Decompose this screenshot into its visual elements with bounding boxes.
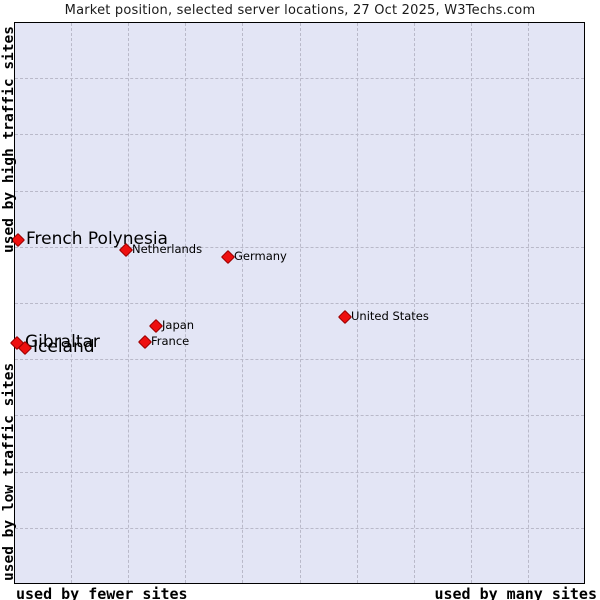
diamond-marker-icon-germany [220,249,236,265]
point-label-french-polynesia: French Polynesia [26,229,168,249]
gridline-horizontal [15,472,584,473]
gridline-horizontal [15,134,584,135]
gridline-horizontal [15,78,584,79]
point-label-iceland: Iceland [33,337,95,357]
point-label-netherlands: Netherlands [132,242,203,256]
gridline-horizontal [15,191,584,192]
diamond-marker-icon-japan [148,318,164,334]
point-label-united-states: United States [351,309,429,323]
x-axis-label-many-sites: used by many sites [434,585,597,600]
point-label-france: France [151,334,190,348]
gridline-horizontal [15,303,584,304]
y-axis-label-high-traffic: used by high traffic sites [1,26,17,253]
gridline-horizontal [15,247,584,248]
point-label-germany: Germany [234,249,287,263]
chart-title: Market position, selected server locatio… [64,3,536,18]
y-axis-label-low-traffic: used by low traffic sites [1,362,17,581]
diamond-marker-icon-france [137,334,153,350]
x-axis-label-fewer-sites: used by fewer sites [16,585,188,600]
gridline-horizontal [15,359,584,360]
plot-area: French Polynesia Netherlands Germany Japan F… [9,22,585,584]
gridline-horizontal [15,415,584,416]
point-label-japan: Japan [162,318,195,332]
point-label-gibraltar: Gibraltar [25,332,100,352]
diamond-marker-icon-united-states [337,309,353,325]
gridline-horizontal [15,528,584,529]
